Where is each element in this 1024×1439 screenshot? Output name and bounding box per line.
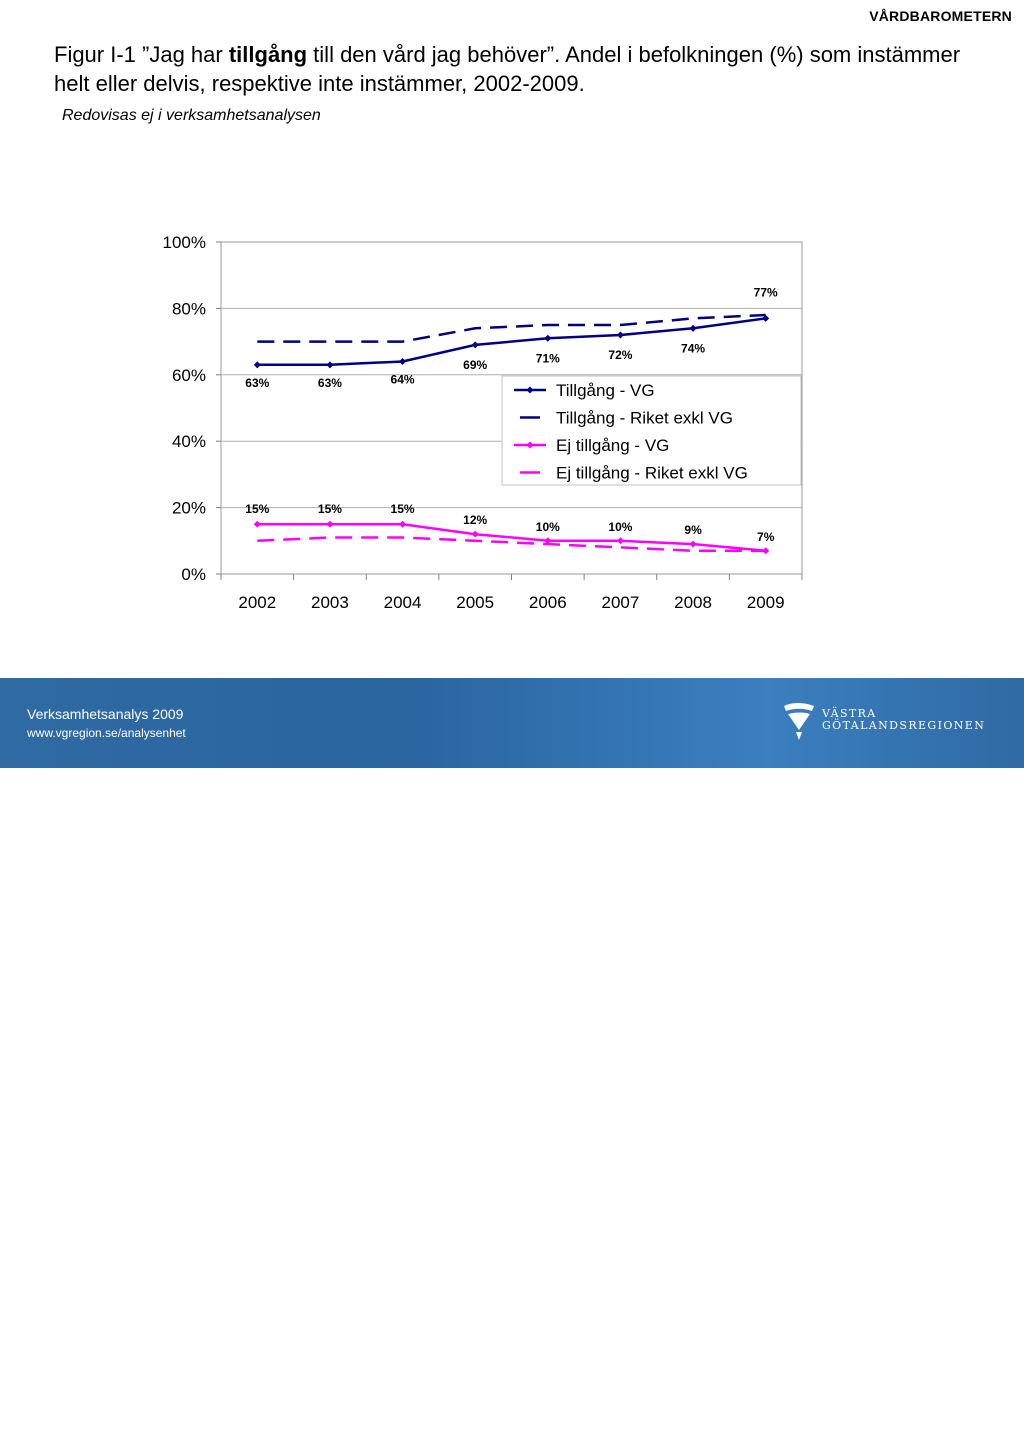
legend-box bbox=[501, 375, 802, 486]
data-point bbox=[544, 334, 552, 342]
data-label: 74% bbox=[681, 341, 705, 355]
legend-marker bbox=[526, 441, 534, 449]
data-label: 7% bbox=[757, 530, 775, 544]
data-label: 10% bbox=[536, 520, 560, 534]
y-tick-label: 100% bbox=[163, 233, 206, 252]
x-tick-label: 2009 bbox=[747, 593, 785, 612]
legend-label: Tillgång - VG bbox=[556, 381, 655, 400]
data-label: 71% bbox=[536, 351, 560, 365]
data-point bbox=[471, 530, 479, 538]
footer-url[interactable]: www.vgregion.se/analysenhet bbox=[27, 726, 186, 740]
data-point bbox=[689, 324, 697, 332]
x-tick-label: 2002 bbox=[238, 593, 276, 612]
series-line-0 bbox=[257, 317, 766, 367]
title-bold-word: tillgång bbox=[228, 42, 308, 67]
data-label: 69% bbox=[463, 358, 487, 372]
data-point bbox=[253, 520, 261, 528]
region-logo: VÄSTRA GÖTALANDSREGIONEN bbox=[782, 700, 985, 744]
legend-marker bbox=[526, 386, 534, 394]
header-label: VÅRDBAROMETERN bbox=[869, 8, 1012, 24]
data-point bbox=[689, 540, 697, 548]
data-label: 12% bbox=[463, 513, 487, 527]
series-line-3 bbox=[257, 536, 766, 553]
data-label: 15% bbox=[245, 502, 269, 516]
data-label: 10% bbox=[608, 520, 632, 534]
y-tick-label: 80% bbox=[172, 299, 206, 318]
title-part-2: till den vård jag behöver”. Andel i befo… bbox=[54, 42, 961, 96]
data-point bbox=[544, 537, 552, 545]
series-line-2 bbox=[257, 522, 766, 553]
figure-subtitle: Redovisas ej i verksamhetsanalysen bbox=[62, 107, 321, 124]
data-label: 72% bbox=[608, 348, 632, 362]
series-line-1 bbox=[257, 313, 766, 343]
x-tick-label: 2004 bbox=[384, 593, 422, 612]
x-tick-label: 2005 bbox=[456, 593, 494, 612]
data-label: 64% bbox=[391, 373, 415, 387]
data-point bbox=[399, 520, 407, 528]
data-label: 77% bbox=[754, 285, 778, 299]
legend-label: Ej tillgång - VG bbox=[556, 436, 669, 455]
logo-line-2: GÖTALANDSREGIONEN bbox=[822, 719, 986, 732]
data-point bbox=[616, 537, 624, 545]
data-label: 9% bbox=[684, 523, 702, 537]
footer-org: Verksamhetsanalys 2009 bbox=[27, 706, 184, 722]
title-part-1: Figur I-1 ”Jag har bbox=[54, 42, 229, 67]
logo-icon bbox=[784, 703, 814, 740]
data-point bbox=[399, 358, 407, 366]
legend-label: Ej tillgång - Riket exkl VG bbox=[556, 464, 748, 483]
y-tick-label: 60% bbox=[172, 366, 206, 385]
data-point bbox=[616, 331, 624, 339]
data-label: 15% bbox=[318, 502, 342, 516]
y-tick-label: 0% bbox=[181, 565, 206, 584]
x-tick-label: 2007 bbox=[602, 593, 640, 612]
source-note: Källa: Vårdbarometern bbox=[364, 1418, 545, 1438]
x-tick-label: 2003 bbox=[311, 593, 349, 612]
logo-line-1: VÄSTRA bbox=[822, 707, 877, 720]
line-chart: 0% 20% 40% 60% 80% 100% 2002 2003 2004 2005 2006 20… bbox=[163, 233, 803, 612]
legend-label: Tillgång - Riket exkl VG bbox=[556, 409, 733, 428]
footer-bar: Verksamhetsanalys 2009 www.vgregion.se/a… bbox=[0, 678, 1024, 1438]
data-point bbox=[326, 361, 334, 369]
data-point bbox=[471, 341, 479, 349]
data-label: 15% bbox=[391, 502, 415, 516]
data-point bbox=[253, 361, 261, 369]
data-label: 63% bbox=[318, 376, 342, 390]
data-point bbox=[326, 520, 334, 528]
x-tick-label: 2006 bbox=[529, 593, 567, 612]
logo-text: VÄSTRA GÖTALANDSREGIONEN bbox=[822, 708, 985, 732]
y-tick-label: 20% bbox=[172, 499, 206, 518]
data-label: 63% bbox=[245, 376, 269, 390]
data-point bbox=[762, 314, 770, 322]
y-tick-label: 40% bbox=[172, 432, 206, 451]
figure-title: Figur I-1 ”Jag har tillgång till den vår… bbox=[54, 40, 974, 98]
x-tick-label: 2008 bbox=[674, 593, 712, 612]
